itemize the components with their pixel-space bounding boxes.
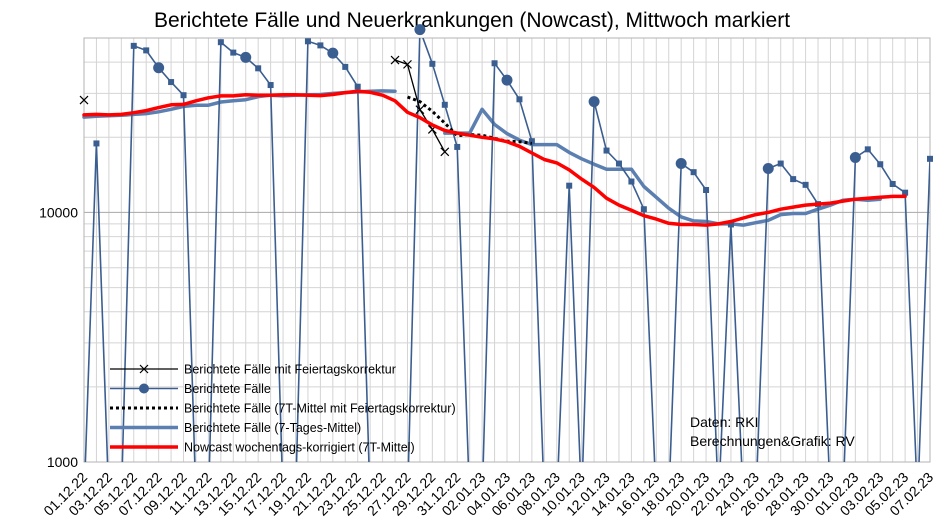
series-line: [443, 107, 882, 227]
data-point: [703, 187, 710, 194]
x-axis: 01.12.2203.12.2205.12.2207.12.2209.12.22…: [40, 469, 936, 519]
y-tick-label: 10000: [39, 204, 78, 220]
data-point: [130, 42, 137, 49]
chart-title: Berichtete Fälle und Neuerkrankungen (No…: [154, 9, 790, 32]
legend-label: Berichtete Fälle (7-Tages-Mittel): [184, 421, 361, 435]
plot-frame: [83, 37, 931, 463]
credit-data-source: Daten: RKI: [690, 414, 758, 430]
legend-label: Berichtete Fälle mit Feiertagskorrektur: [184, 363, 396, 377]
data-point: [304, 38, 311, 45]
data-point-wednesday: [588, 96, 600, 108]
legend-marker: [139, 364, 149, 374]
data-point: [790, 176, 797, 183]
data-point-wednesday: [327, 47, 339, 59]
series-nowcast: [82, 89, 907, 227]
data-point-x: [390, 55, 400, 65]
data-point-x: [415, 105, 425, 115]
data-point: [566, 182, 573, 189]
legend-label: Berichtete Fälle: [184, 382, 271, 396]
data-point-x: [403, 59, 412, 69]
legend-item: Nowcast wochentags-korrigiert (7T-Mittel…: [110, 441, 415, 455]
data-point: [727, 221, 734, 228]
series-feiertagskorrektur: [79, 55, 450, 157]
data-point-x: [79, 95, 89, 105]
data-point: [864, 146, 871, 153]
legend-label: Berichtete Fälle (7T-Mittel mit Feiertag…: [184, 402, 456, 416]
data-point-wednesday: [675, 158, 687, 170]
data-point: [143, 47, 150, 54]
data-point: [93, 140, 100, 147]
legend-item: Berichtete Fälle (7-Tages-Mittel): [110, 421, 361, 435]
grid: [83, 37, 931, 463]
data-point: [777, 160, 784, 167]
data-point: [230, 49, 237, 56]
data-point: [528, 138, 535, 145]
legend-marker: [139, 383, 149, 394]
data-point: [902, 189, 909, 196]
credits: Daten: RKI Berechnungen&Grafik: RV: [690, 414, 855, 449]
data-point: [877, 161, 884, 168]
legend-item: Berichtete Fälle mit Feiertagskorrektur: [110, 363, 396, 377]
data-point: [889, 181, 896, 188]
data-point-wednesday: [414, 24, 426, 36]
data-point: [354, 83, 361, 90]
data-point: [640, 206, 647, 213]
data-point-wednesday: [849, 152, 861, 164]
data-point-wednesday: [501, 74, 513, 86]
data-point: [342, 63, 349, 70]
data-point: [491, 60, 498, 67]
data-point: [180, 92, 187, 99]
data-point: [317, 42, 324, 49]
data-point: [429, 60, 436, 67]
y-tick-label: 1000: [47, 454, 78, 470]
data-point: [603, 147, 610, 154]
data-point: [255, 65, 262, 72]
data-point: [454, 143, 461, 150]
series-line: [82, 89, 907, 227]
plot-area: [79, 24, 933, 462]
legend: Berichtete Fälle mit Feiertagskorrektur B…: [110, 363, 456, 455]
data-point: [802, 181, 809, 188]
data-point: [690, 169, 697, 176]
data-point: [927, 155, 933, 162]
legend-item: Berichtete Fälle: [110, 382, 271, 396]
data-point: [615, 160, 622, 167]
data-point-wednesday: [762, 162, 774, 174]
legend-item: Berichtete Fälle (7T-Mittel mit Feiertag…: [110, 402, 456, 416]
data-point: [168, 79, 175, 86]
data-point: [516, 96, 523, 103]
data-point: [217, 39, 224, 46]
data-point-x: [440, 147, 450, 157]
credit-authors: Berechnungen&Grafik: RV: [690, 433, 855, 449]
data-point: [267, 82, 274, 89]
legend-label: Nowcast wochentags-korrigiert (7T-Mittel…: [184, 441, 415, 455]
data-point-wednesday: [240, 51, 252, 63]
series-berichtete-faelle: [84, 24, 933, 462]
y-axis: 1000 10000: [39, 204, 78, 470]
data-point: [628, 178, 635, 185]
data-point: [441, 101, 448, 108]
data-point-wednesday: [153, 62, 165, 74]
